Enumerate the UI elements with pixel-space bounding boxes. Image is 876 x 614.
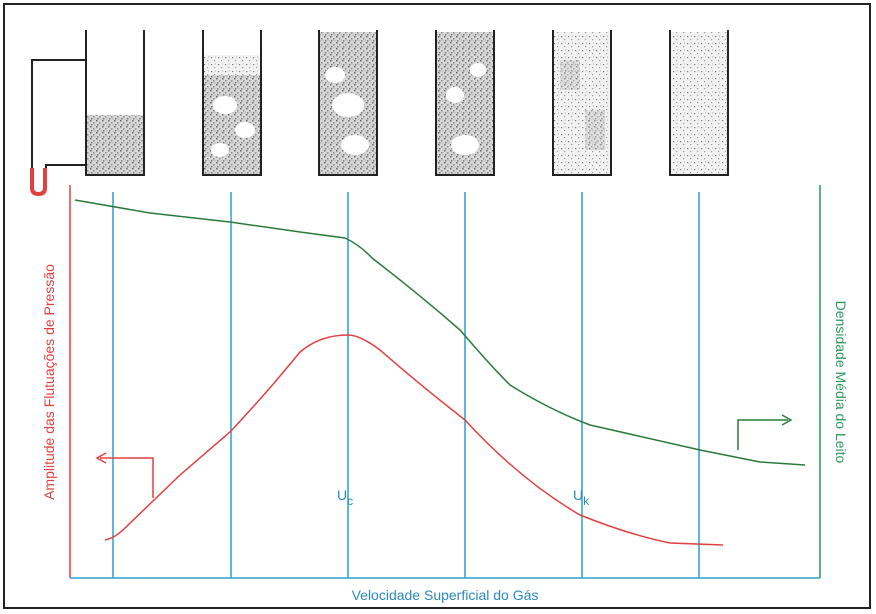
density-curve — [75, 200, 805, 465]
right-axis-label: Densidade Média do Leito — [833, 301, 849, 464]
bed-tubes — [32, 30, 728, 194]
x-axis-label: Velocidade Superficial do Gás — [352, 587, 539, 603]
axes — [70, 185, 820, 578]
density-arrow — [738, 415, 791, 450]
marker-uc: Uc — [337, 487, 353, 508]
pressure-arrow — [97, 453, 153, 498]
diagram: Velocidade Superficial do Gás Amplitude … — [0, 0, 876, 614]
pressure-curve — [105, 335, 723, 545]
left-axis-label: Amplitude das Flutuações de Pressão — [41, 264, 57, 500]
